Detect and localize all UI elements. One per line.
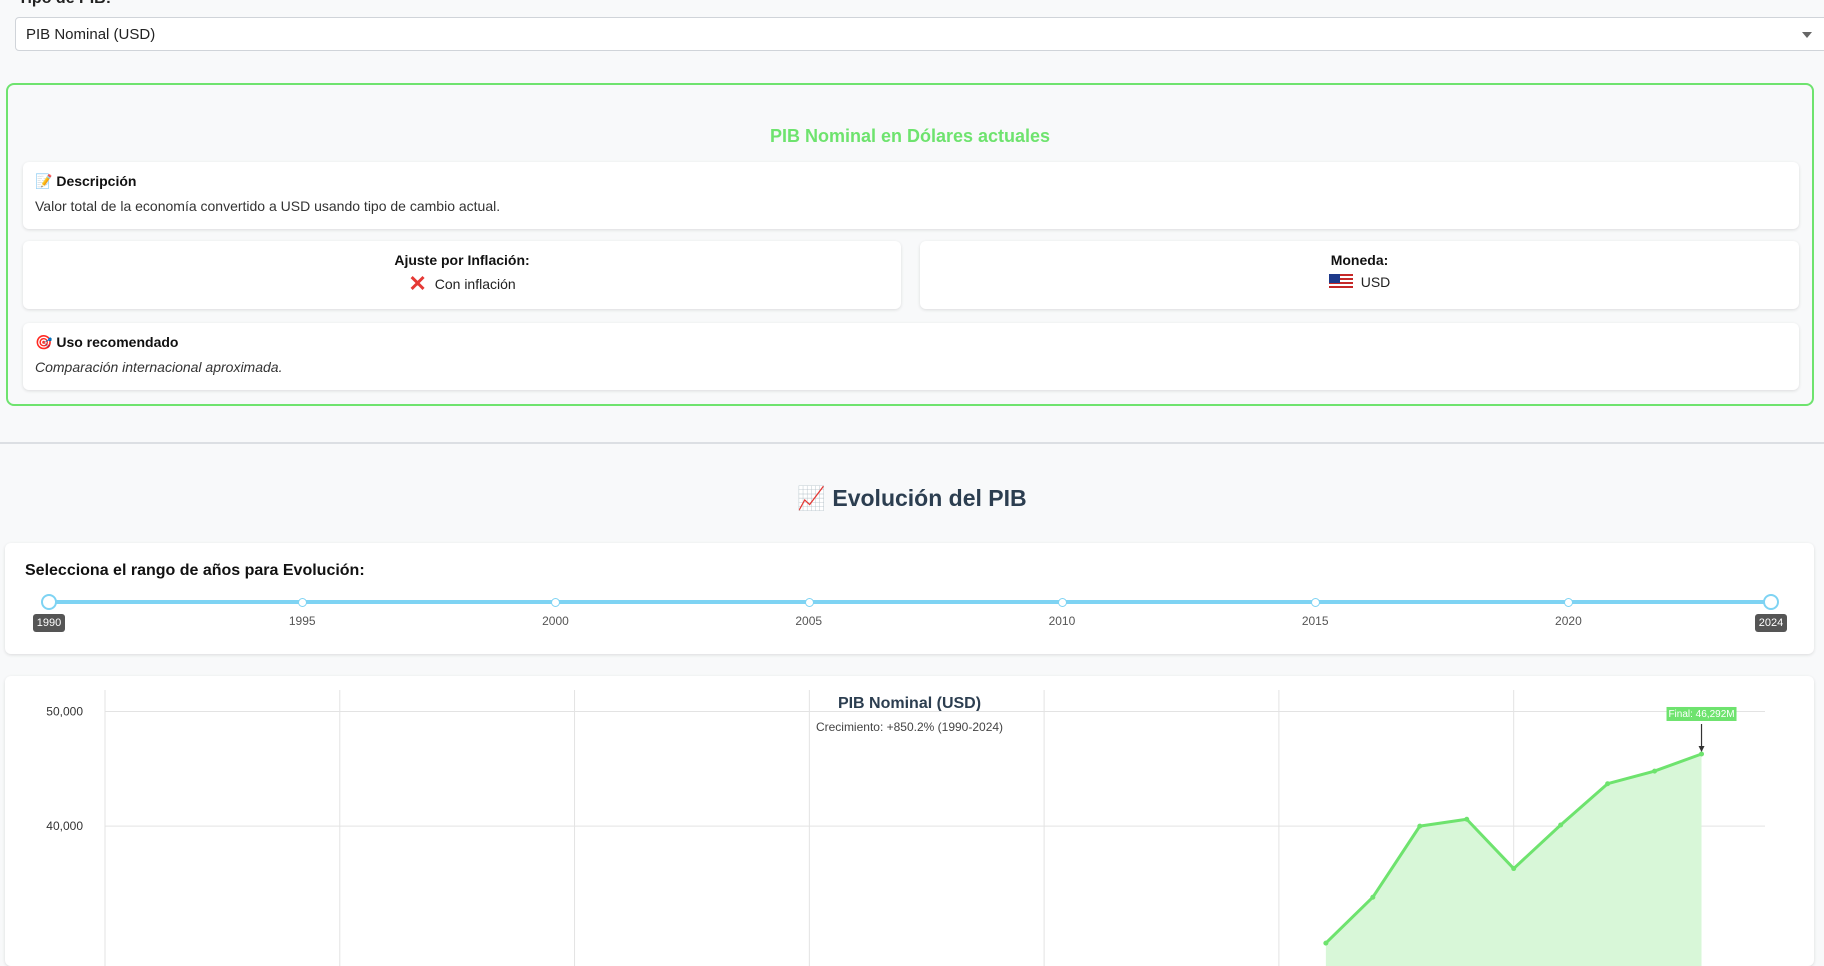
memo-icon: 📝: [35, 174, 53, 190]
usage-panel: 🎯 Uso recomendado Comparación internacio…: [23, 323, 1799, 390]
data-point: [1370, 894, 1376, 900]
gdp-info-card: PIB Nominal en Dólares actuales 📝 Descri…: [6, 83, 1814, 406]
chart-title: PIB Nominal (USD): [837, 695, 982, 712]
slider-end-handle[interactable]: [1763, 594, 1779, 610]
series-area: [1325, 753, 1702, 966]
currency-value: USD: [1360, 274, 1391, 290]
gdp-line-chart: 40,000 50,000 Final: 46,292M: [46, 690, 1765, 966]
slider-tick-label: 1995: [288, 614, 316, 628]
slider-start-value: 1990: [33, 614, 65, 632]
annotation-label: Final: 46,292M: [1668, 709, 1734, 720]
description-heading: Descripción: [56, 173, 137, 189]
usage-text: Comparación internacional aproximada.: [35, 359, 283, 375]
slider-tick-label: 2015: [1301, 614, 1329, 628]
slider-end-value: 2024: [1755, 614, 1787, 632]
year-range-track[interactable]: [49, 600, 1771, 604]
data-point: [1511, 866, 1517, 872]
annotation-box: [1666, 706, 1737, 721]
gdp-type-select[interactable]: PIB Nominal (USD): [15, 17, 1824, 51]
slider-start-handle[interactable]: [41, 594, 57, 610]
slider-tick-dot[interactable]: [551, 598, 561, 607]
slider-tick-dot[interactable]: [804, 598, 814, 607]
description-panel: 📝 Descripción Valor total de la economía…: [23, 162, 1799, 229]
chart-increasing-icon: 📈: [797, 486, 826, 512]
section-divider: [0, 442, 1824, 444]
usage-header: 🎯 Uso recomendado: [35, 334, 1787, 351]
slider-tick-dot[interactable]: [298, 598, 308, 607]
data-point: [1652, 768, 1658, 774]
data-point: [1417, 823, 1423, 829]
evolution-title: 📈 Evolución del PIB: [0, 485, 1824, 512]
slider-tick-label: 2020: [1555, 614, 1582, 628]
slider-tick-dot[interactable]: [1057, 598, 1067, 607]
target-icon: 🎯: [35, 335, 53, 351]
description-text: Valor total de la economía convertido a …: [35, 198, 501, 214]
inflation-value: Con inflación: [434, 276, 516, 292]
us-flag-icon: [1328, 274, 1353, 290]
slider-tick-label: 2010: [1048, 614, 1076, 628]
gdp-chart-card: PIB Nominal (USD) Crecimiento: +850.2% (…: [5, 676, 1814, 966]
inflation-label: Ajuste por Inflación:: [394, 252, 530, 268]
inflation-value-row: ✕ Con inflación: [23, 271, 901, 296]
year-range-label: Selecciona el rango de años para Evoluci…: [25, 562, 365, 579]
gdp-type-selected-value: PIB Nominal (USD): [26, 26, 156, 43]
year-range-card: Selecciona el rango de años para Evoluci…: [5, 543, 1814, 654]
data-point: [1605, 781, 1611, 787]
chevron-down-icon[interactable]: [1802, 32, 1812, 38]
data-point: [1464, 816, 1470, 822]
data-point: [1699, 751, 1705, 757]
data-point: [1323, 940, 1329, 946]
gdp-type-label: Tipo de PIB:: [18, 0, 111, 8]
slider-tick-label: 2000: [542, 614, 569, 628]
evolution-title-text: Evolución del PIB: [832, 485, 1027, 511]
info-title: PIB Nominal en Dólares actuales: [769, 126, 1051, 146]
data-point: [1558, 822, 1564, 828]
usage-heading: Uso recomendado: [56, 334, 179, 350]
slider-tick-dot[interactable]: [1311, 598, 1321, 607]
y-tick-label: 40,000: [46, 819, 83, 833]
cross-mark-icon: ✕: [408, 271, 427, 296]
annotation-arrow-head: [1698, 745, 1705, 752]
chart-subtitle: Crecimiento: +850.2% (1990-2024): [815, 720, 1004, 734]
slider-tick-label: 2005: [795, 614, 823, 628]
currency-panel: Moneda: USD: [920, 241, 1799, 309]
description-header: 📝 Descripción: [35, 173, 1787, 190]
currency-value-row: USD: [920, 274, 1799, 290]
inflation-panel: Ajuste por Inflación: ✕ Con inflación: [23, 241, 901, 309]
y-tick-label: 50,000: [46, 704, 83, 718]
slider-tick-dot[interactable]: [1564, 598, 1574, 607]
currency-label: Moneda:: [1330, 252, 1389, 268]
